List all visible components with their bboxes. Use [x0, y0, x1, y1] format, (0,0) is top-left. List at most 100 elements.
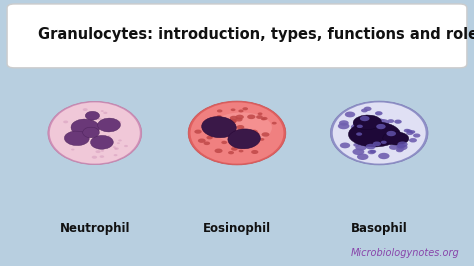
Circle shape [377, 119, 389, 126]
Circle shape [91, 156, 97, 159]
Circle shape [228, 119, 236, 123]
Circle shape [95, 130, 98, 131]
Ellipse shape [191, 102, 283, 164]
Circle shape [361, 109, 368, 113]
Circle shape [219, 126, 224, 130]
Circle shape [228, 134, 233, 136]
Text: Granulocytes: introduction, types, functions and roles: Granulocytes: introduction, types, funct… [38, 27, 474, 42]
Circle shape [118, 139, 122, 142]
Circle shape [396, 144, 408, 150]
Circle shape [258, 113, 263, 115]
Circle shape [259, 138, 264, 141]
Ellipse shape [228, 129, 260, 149]
Ellipse shape [330, 101, 428, 165]
Circle shape [83, 108, 88, 111]
Circle shape [261, 118, 265, 120]
Circle shape [222, 123, 228, 126]
Circle shape [107, 135, 110, 137]
Circle shape [100, 155, 104, 158]
Circle shape [379, 138, 386, 142]
Circle shape [115, 147, 119, 150]
Ellipse shape [98, 118, 120, 132]
Circle shape [364, 124, 375, 130]
Circle shape [394, 120, 402, 124]
Circle shape [230, 119, 237, 123]
Circle shape [238, 150, 244, 152]
Circle shape [221, 141, 227, 144]
Ellipse shape [348, 122, 401, 147]
Circle shape [356, 132, 362, 136]
Circle shape [406, 131, 413, 135]
Circle shape [413, 134, 420, 138]
Circle shape [207, 136, 213, 139]
Circle shape [353, 148, 365, 155]
Circle shape [217, 109, 222, 113]
FancyBboxPatch shape [7, 4, 467, 68]
Circle shape [338, 123, 349, 129]
Circle shape [114, 154, 118, 156]
Circle shape [245, 130, 251, 134]
Ellipse shape [85, 111, 100, 120]
Circle shape [409, 130, 415, 134]
Circle shape [63, 120, 68, 123]
Circle shape [117, 142, 120, 144]
Circle shape [80, 138, 83, 140]
Circle shape [78, 141, 83, 143]
Circle shape [224, 132, 229, 136]
Circle shape [251, 150, 258, 154]
Circle shape [387, 119, 394, 123]
Circle shape [387, 130, 397, 135]
Circle shape [404, 129, 410, 132]
Circle shape [228, 151, 234, 154]
Circle shape [376, 124, 386, 129]
Circle shape [353, 125, 363, 131]
Circle shape [124, 145, 128, 147]
Circle shape [397, 147, 404, 151]
Circle shape [354, 133, 362, 138]
Circle shape [250, 130, 258, 134]
Circle shape [381, 141, 387, 144]
Ellipse shape [64, 131, 89, 146]
Circle shape [103, 112, 108, 114]
Circle shape [228, 126, 235, 130]
Circle shape [254, 135, 260, 139]
Circle shape [368, 138, 380, 145]
Ellipse shape [211, 112, 272, 143]
Ellipse shape [353, 115, 382, 130]
Circle shape [103, 142, 108, 144]
Circle shape [353, 143, 360, 147]
Circle shape [97, 118, 101, 120]
Circle shape [101, 110, 104, 112]
Circle shape [206, 122, 214, 126]
Circle shape [95, 136, 98, 138]
Text: Basophil: Basophil [351, 222, 408, 235]
Circle shape [240, 143, 246, 147]
Circle shape [237, 125, 244, 130]
Circle shape [357, 125, 363, 128]
Circle shape [77, 139, 81, 141]
Circle shape [101, 121, 104, 123]
Ellipse shape [82, 127, 99, 138]
Circle shape [231, 109, 236, 111]
Circle shape [74, 123, 78, 126]
Ellipse shape [71, 119, 100, 136]
Circle shape [406, 130, 412, 133]
Circle shape [217, 115, 221, 118]
Circle shape [375, 111, 383, 115]
Circle shape [340, 143, 350, 148]
Text: Neutrophil: Neutrophil [60, 222, 130, 235]
Ellipse shape [91, 135, 113, 149]
Circle shape [77, 126, 81, 128]
Circle shape [396, 148, 403, 152]
Circle shape [212, 123, 218, 126]
Ellipse shape [188, 101, 286, 165]
Circle shape [365, 144, 376, 149]
Circle shape [378, 153, 390, 159]
Text: Eosinophil: Eosinophil [203, 222, 271, 235]
Circle shape [117, 121, 121, 124]
Circle shape [231, 147, 237, 151]
Ellipse shape [48, 101, 142, 165]
Circle shape [365, 121, 373, 126]
Circle shape [238, 110, 244, 113]
Circle shape [353, 121, 360, 125]
